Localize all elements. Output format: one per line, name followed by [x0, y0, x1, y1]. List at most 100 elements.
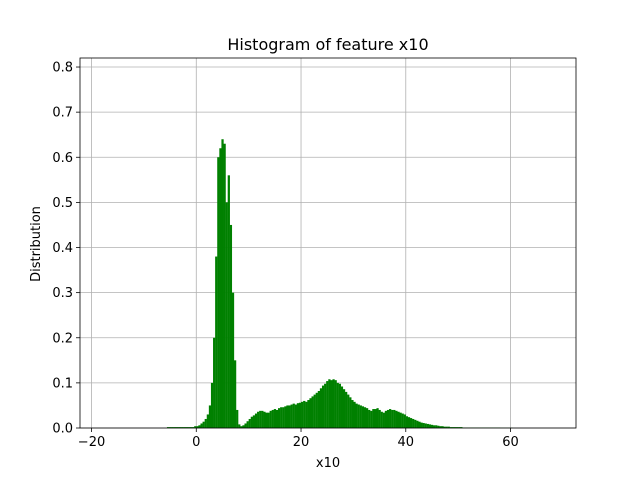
histogram-bar	[227, 175, 230, 428]
y-axis-ticks: 0.0 0.1 0.2 0.3 0.4 0.5 0.6 0.7 0.8	[52, 61, 80, 437]
histogram-bar	[433, 425, 436, 428]
histogram-bar	[189, 427, 193, 428]
histogram-bar	[248, 418, 251, 428]
histogram-bar	[233, 360, 237, 428]
histogram-bar	[332, 379, 335, 428]
y-tick-label: 0.6	[52, 151, 73, 166]
histogram-bar	[365, 408, 369, 428]
histogram-bar	[359, 405, 362, 428]
histogram-bar	[275, 409, 279, 428]
histogram-bar	[171, 427, 174, 428]
y-tick-label: 0.2	[52, 331, 73, 346]
y-tick-label: 0.3	[52, 286, 73, 301]
histogram-bar	[173, 427, 176, 428]
histogram-bar	[347, 394, 350, 428]
histogram-bar	[250, 416, 253, 428]
x-tick-label: 0	[192, 435, 200, 450]
histogram-bar	[453, 427, 457, 428]
histogram-bar	[439, 426, 442, 428]
histogram-bar	[221, 139, 224, 428]
histogram-bar	[422, 423, 425, 428]
x-tick-label: 20	[293, 435, 310, 450]
histogram-bar	[183, 427, 186, 428]
histogram-bar	[437, 425, 440, 428]
histogram-bar	[244, 423, 247, 428]
histogram-bar	[456, 427, 459, 428]
histogram-bar	[286, 405, 289, 428]
histogram-bar	[401, 413, 404, 428]
grid-lines	[80, 58, 576, 429]
histogram-bar	[236, 409, 239, 428]
y-tick-label: 0.8	[52, 61, 73, 76]
histogram-bar	[307, 400, 310, 428]
histogram-bar	[317, 391, 321, 428]
histogram-bar	[426, 423, 429, 428]
histogram-bar	[361, 406, 365, 428]
histogram-bar	[409, 418, 413, 428]
histogram-bar	[277, 408, 281, 428]
x-tick-label: 60	[502, 435, 519, 450]
histogram-bar	[313, 394, 316, 428]
y-axis-label: Distribution	[29, 206, 44, 282]
histogram-bar	[303, 400, 306, 428]
histogram-bar	[273, 409, 277, 428]
histogram-bar	[428, 424, 432, 428]
histogram-bar	[338, 383, 341, 428]
histogram-bars	[166, 139, 513, 429]
histogram-bar	[334, 380, 337, 428]
histogram-bar	[368, 409, 371, 428]
plot-frame	[79, 57, 577, 429]
histogram-bar	[231, 292, 235, 428]
histogram-bar	[271, 409, 274, 428]
histogram-bar	[342, 389, 346, 428]
histogram-bar	[169, 427, 172, 428]
histogram-bar	[405, 416, 409, 428]
histogram-bar	[407, 417, 411, 428]
histogram-bar	[363, 407, 367, 428]
histogram-bar	[397, 411, 400, 428]
histogram-bar	[330, 380, 333, 428]
histogram-bar	[284, 406, 287, 428]
histogram-bar	[357, 404, 360, 428]
histogram-bar	[269, 410, 272, 428]
histogram-bar	[309, 398, 312, 428]
x-tick-label: −20	[78, 435, 105, 450]
histogram-bar	[206, 414, 209, 428]
histogram-bar	[210, 382, 214, 428]
histogram-bar	[418, 421, 421, 428]
histogram-bar	[328, 379, 331, 428]
histogram-bar	[380, 411, 383, 428]
histogram-bar	[240, 426, 243, 428]
histogram-bar	[296, 403, 300, 428]
histogram-bar	[414, 419, 417, 428]
y-tick-label: 0.1	[52, 376, 73, 391]
histogram-bar	[246, 421, 249, 428]
histogram-bar	[443, 426, 446, 428]
histogram-bar	[340, 386, 344, 428]
histogram-bar	[319, 388, 323, 428]
chart-title: Histogram of feature x10	[227, 35, 428, 54]
histogram-bar	[391, 409, 394, 428]
y-tick-label: 0.4	[52, 241, 73, 256]
histogram-bar	[208, 405, 212, 428]
histogram-bar	[301, 401, 304, 428]
histogram-bar	[395, 410, 398, 428]
histogram-bar	[194, 426, 197, 428]
histogram-bar	[321, 385, 325, 428]
histogram-bar	[192, 427, 195, 428]
histogram-bar	[416, 420, 419, 428]
histogram-bar	[305, 401, 308, 428]
histogram-bar	[412, 418, 415, 428]
histogram-bar	[267, 412, 270, 428]
histogram-bar	[326, 381, 329, 428]
histogram-bar	[166, 427, 170, 428]
histogram-bar	[179, 427, 182, 428]
histogram-bar	[376, 408, 379, 428]
histogram-bar	[345, 391, 348, 428]
histogram-bar	[355, 403, 358, 428]
histogram-bar	[265, 412, 268, 428]
histogram-bar	[324, 383, 327, 428]
histogram-bar	[181, 427, 184, 428]
histogram-bar	[261, 410, 264, 428]
